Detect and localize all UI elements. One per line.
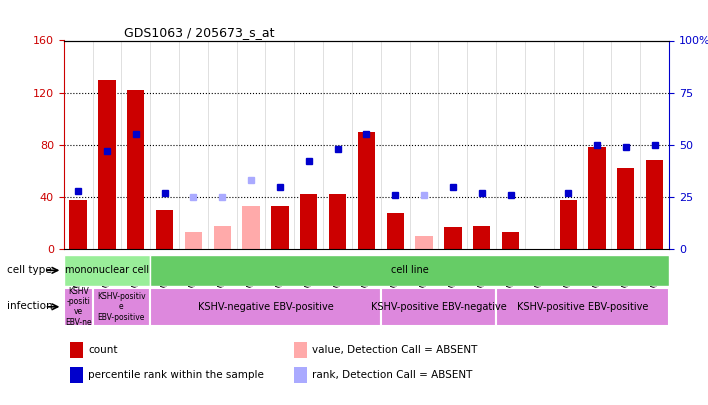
Bar bbox=[502, 232, 519, 249]
Bar bbox=[381, 288, 496, 326]
Bar bbox=[387, 213, 404, 249]
Text: KSHV-positive EBV-negative: KSHV-positive EBV-negative bbox=[370, 302, 506, 312]
Text: KSHV-negative EBV-positive: KSHV-negative EBV-positive bbox=[198, 302, 333, 312]
Bar bbox=[242, 206, 260, 249]
Bar bbox=[646, 160, 663, 249]
Bar bbox=[559, 200, 577, 249]
Text: cell line: cell line bbox=[391, 265, 428, 275]
Bar bbox=[156, 210, 173, 249]
Bar bbox=[214, 226, 231, 249]
Bar bbox=[93, 288, 150, 326]
Bar bbox=[98, 80, 115, 249]
Text: value, Detection Call = ABSENT: value, Detection Call = ABSENT bbox=[312, 345, 477, 355]
Bar bbox=[64, 288, 93, 326]
Bar bbox=[358, 132, 375, 249]
Bar bbox=[617, 168, 634, 249]
Bar bbox=[294, 342, 307, 358]
Bar bbox=[271, 206, 289, 249]
Bar bbox=[127, 90, 144, 249]
Bar bbox=[64, 255, 150, 286]
Bar bbox=[150, 288, 381, 326]
Bar bbox=[473, 226, 491, 249]
Text: rank, Detection Call = ABSENT: rank, Detection Call = ABSENT bbox=[312, 370, 472, 380]
Text: mononuclear cell: mononuclear cell bbox=[65, 265, 149, 275]
Bar bbox=[70, 342, 83, 358]
Bar bbox=[185, 232, 202, 249]
Text: percentile rank within the sample: percentile rank within the sample bbox=[88, 370, 264, 380]
Text: cell type: cell type bbox=[7, 265, 52, 275]
Bar bbox=[444, 227, 462, 249]
Bar bbox=[70, 367, 83, 383]
Text: GDS1063 / 205673_s_at: GDS1063 / 205673_s_at bbox=[125, 26, 275, 39]
Bar bbox=[416, 236, 433, 249]
Bar bbox=[496, 288, 669, 326]
Bar bbox=[294, 367, 307, 383]
Bar bbox=[150, 255, 669, 286]
Text: KSHV-positive EBV-positive: KSHV-positive EBV-positive bbox=[517, 302, 649, 312]
Text: count: count bbox=[88, 345, 118, 355]
Bar bbox=[329, 194, 346, 249]
Text: KSHV-positiv
e
EBV-positive: KSHV-positiv e EBV-positive bbox=[97, 292, 146, 322]
Bar bbox=[588, 147, 605, 249]
Bar bbox=[300, 194, 317, 249]
Text: KSHV
-positi
ve
EBV-ne: KSHV -positi ve EBV-ne bbox=[65, 287, 91, 327]
Text: infection: infection bbox=[7, 301, 52, 311]
Bar bbox=[69, 200, 87, 249]
